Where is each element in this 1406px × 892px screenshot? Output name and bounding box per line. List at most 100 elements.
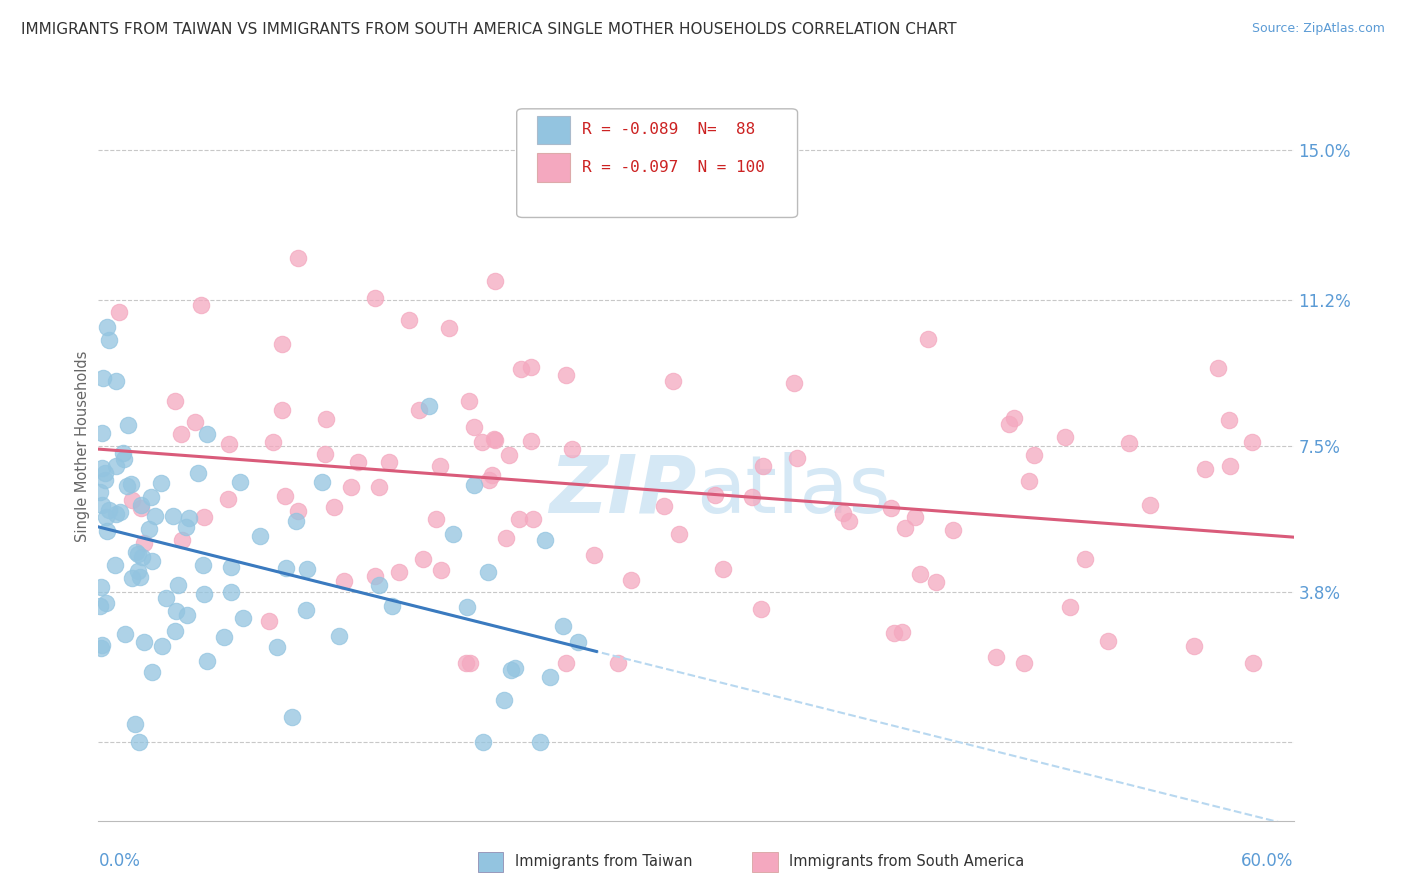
Point — [295, 562, 318, 576]
Text: R = -0.097  N = 100: R = -0.097 N = 100 — [582, 160, 765, 175]
Point — [155, 591, 177, 606]
Point — [167, 578, 190, 592]
Point — [98, 333, 121, 347]
Point — [328, 629, 350, 643]
Point — [942, 523, 965, 537]
Point — [883, 626, 905, 640]
Point — [150, 639, 173, 653]
Point — [1054, 430, 1077, 444]
Point — [998, 417, 1021, 431]
Point — [193, 510, 215, 524]
Point — [98, 503, 121, 517]
Point — [132, 634, 155, 648]
Text: 0.0%: 0.0% — [98, 852, 141, 871]
Point — [377, 455, 399, 469]
Point — [212, 630, 235, 644]
Point — [266, 640, 288, 654]
Point — [110, 505, 132, 519]
Point — [661, 374, 683, 388]
Point — [232, 611, 254, 625]
Point — [1002, 411, 1025, 425]
Point — [262, 435, 284, 450]
Point — [498, 448, 520, 462]
Point — [170, 533, 193, 548]
Point — [89, 484, 111, 499]
Point — [1139, 498, 1161, 512]
Point — [831, 506, 853, 520]
Point — [249, 529, 271, 543]
Point — [177, 511, 200, 525]
Point — [471, 434, 494, 449]
Point — [287, 503, 309, 517]
Point — [176, 608, 198, 623]
Point — [463, 478, 485, 492]
FancyBboxPatch shape — [537, 153, 571, 181]
Point — [1074, 552, 1097, 566]
Point — [454, 656, 477, 670]
Point — [274, 490, 297, 504]
Point — [458, 656, 481, 670]
Point — [197, 427, 219, 442]
Text: Immigrants from South America: Immigrants from South America — [789, 855, 1024, 870]
Point — [311, 475, 333, 489]
Point — [749, 601, 772, 615]
Point — [112, 452, 135, 467]
Text: ZIP: ZIP — [548, 452, 696, 530]
Point — [567, 635, 589, 649]
Point — [129, 498, 152, 512]
FancyBboxPatch shape — [517, 109, 797, 218]
Text: R = -0.089  N=  88: R = -0.089 N= 88 — [582, 122, 755, 137]
Point — [1243, 656, 1265, 670]
Point — [89, 599, 111, 613]
Y-axis label: Single Mother Households: Single Mother Households — [75, 351, 90, 541]
Text: 60.0%: 60.0% — [1241, 852, 1294, 871]
Point — [554, 656, 576, 670]
Point — [1241, 435, 1264, 450]
Point — [1219, 458, 1241, 473]
Point — [165, 393, 187, 408]
Point — [127, 564, 149, 578]
Point — [94, 596, 117, 610]
Point — [367, 480, 389, 494]
Point — [90, 638, 112, 652]
Point — [880, 501, 903, 516]
Point — [93, 473, 115, 487]
Point — [104, 458, 127, 473]
Point — [534, 533, 557, 547]
Point — [141, 554, 163, 568]
Point — [90, 461, 112, 475]
Point — [478, 474, 501, 488]
Point — [917, 332, 939, 346]
Point — [150, 476, 173, 491]
Point — [281, 710, 304, 724]
Point — [131, 549, 153, 564]
Point — [333, 574, 356, 589]
Point — [219, 560, 242, 574]
Point — [477, 565, 499, 579]
Point — [1097, 634, 1119, 648]
Point — [271, 337, 294, 351]
Point — [499, 663, 522, 677]
Point — [437, 321, 460, 335]
Point — [129, 570, 152, 584]
Point — [104, 558, 127, 572]
Point — [456, 600, 478, 615]
Point — [492, 693, 515, 707]
Point — [183, 415, 205, 429]
Point — [91, 371, 114, 385]
Text: Immigrants from Taiwan: Immigrants from Taiwan — [515, 855, 692, 870]
Point — [472, 735, 495, 749]
Point — [1184, 640, 1206, 654]
Point — [463, 419, 485, 434]
Point — [141, 665, 163, 679]
Point — [127, 547, 149, 561]
Point — [90, 580, 112, 594]
Point — [509, 362, 531, 376]
Point — [124, 716, 146, 731]
Point — [786, 450, 808, 465]
Point — [176, 519, 198, 533]
Point — [503, 661, 526, 675]
Point — [582, 549, 605, 563]
Point — [1014, 656, 1036, 670]
Point — [170, 427, 193, 442]
